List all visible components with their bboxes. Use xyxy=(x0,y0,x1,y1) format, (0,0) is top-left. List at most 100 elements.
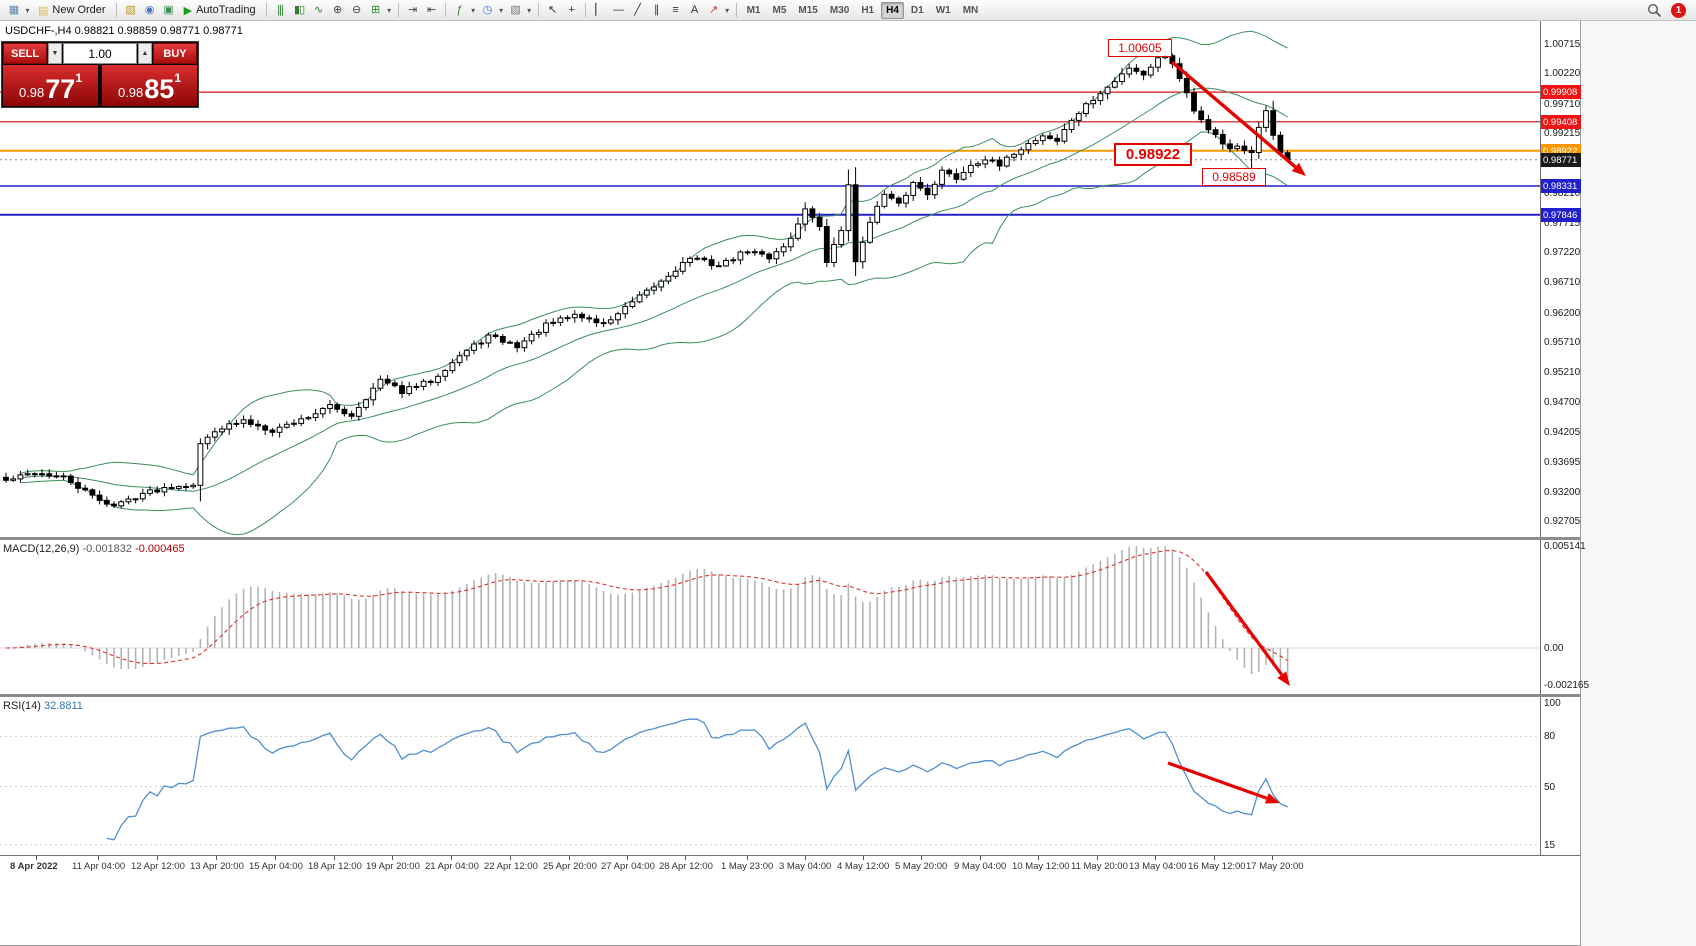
fibonacci-icon[interactable]: ≡ xyxy=(672,4,678,16)
cursor-icon[interactable]: ↖ xyxy=(547,4,557,16)
rsi-panel-canvas[interactable] xyxy=(0,697,1540,855)
chart-shift-icon[interactable]: ⇤ xyxy=(426,4,436,16)
vertical-line-icon[interactable]: ▏ xyxy=(595,4,603,16)
templates-dropdown[interactable]: ▾ xyxy=(527,5,532,15)
price-tag: 0.97846 xyxy=(1541,208,1581,222)
terminal-icon[interactable]: ▣ xyxy=(163,4,173,16)
trend-arrow[interactable] xyxy=(1167,761,1280,804)
price-axis-label: 0.98210 xyxy=(1544,188,1581,199)
timeframe-mn[interactable]: MN xyxy=(962,4,979,16)
timeframe-d1[interactable]: D1 xyxy=(910,4,924,16)
search-icon[interactable] xyxy=(1647,3,1662,18)
price-axis-label: 0.96200 xyxy=(1544,308,1581,319)
horizontal-line-icon[interactable]: ― xyxy=(613,4,624,16)
toolbar-separator xyxy=(537,3,539,17)
macd-panel-splitter[interactable] xyxy=(0,537,1580,540)
channel-icon[interactable]: ∥ xyxy=(653,4,660,16)
candlestick-chart-icon[interactable]: ▮▯ xyxy=(294,4,305,16)
sell-price-display[interactable]: 0.98 77 1 xyxy=(3,65,98,106)
rsi-axis-label: 80 xyxy=(1544,731,1556,742)
volume-increase-button[interactable]: ▲ xyxy=(138,43,152,64)
chart-window: USDCHF-,H4 0.98821 0.98859 0.98771 0.987… xyxy=(0,20,1589,946)
time-axis-label: 28 Apr 12:00 xyxy=(659,861,713,872)
time-axis-tick xyxy=(216,856,217,860)
time-axis-label: 13 May 04:00 xyxy=(1129,861,1187,872)
indicators-dropdown[interactable]: ▾ xyxy=(471,5,476,15)
time-axis-tick xyxy=(36,856,37,860)
templates-icon[interactable]: ▧ xyxy=(510,4,520,16)
auto-scroll-icon[interactable]: ⇥ xyxy=(407,4,417,16)
zoom-out-icon[interactable]: ⊖ xyxy=(351,4,361,16)
price-tag: 0.99908 xyxy=(1541,85,1581,99)
buy-price-sup: 1 xyxy=(174,71,182,85)
timeframe-w1[interactable]: W1 xyxy=(935,4,951,16)
timeframe-m1[interactable]: M1 xyxy=(746,4,761,16)
new-chart-icon[interactable]: ▦ xyxy=(8,4,19,16)
time-axis-tick xyxy=(392,856,393,860)
timeframe-h4[interactable]: H4 xyxy=(881,1,904,19)
rsi-axis-label: 50 xyxy=(1544,782,1556,793)
tile-windows-icon[interactable]: ⊞ xyxy=(370,4,380,16)
trend-arrow[interactable] xyxy=(1204,571,1290,686)
toolbar-items: ▦ ▾ ▤ New Order ▨ ◉ ▣ ▶ AutoTrading ||| ▮▯ ∿ ⊕ ⊖ ⊞ ▾ ⇥ ⇤ ƒ… xyxy=(0,0,984,20)
time-axis[interactable]: 8 Apr 2022 11 Apr 04:00 12 Apr 12:00 13 Apr… xyxy=(0,855,1580,877)
zoom-in-icon[interactable]: ⊕ xyxy=(332,4,342,16)
time-axis-tick xyxy=(863,856,864,860)
price-axis-label: 0.93200 xyxy=(1544,487,1581,498)
macd-panel-canvas[interactable] xyxy=(0,540,1540,694)
time-axis-tick xyxy=(451,856,452,860)
price-callout[interactable]: 0.98922 xyxy=(1114,143,1192,166)
order-controls-row: SELL ▼ ▲ BUY xyxy=(2,42,198,64)
sell-price-small: 0.98 xyxy=(18,85,45,100)
time-axis-label: 15 Apr 04:00 xyxy=(249,861,303,872)
line-chart-icon[interactable]: ∿ xyxy=(313,4,323,16)
crosshair-icon[interactable]: + xyxy=(568,4,574,16)
price-callout[interactable]: 0.98589 xyxy=(1202,168,1266,186)
buy-button[interactable]: BUY xyxy=(153,43,197,64)
price-axis-label: 0.92705 xyxy=(1544,516,1581,527)
chart-title: USDCHF-,H4 0.98821 0.98859 0.98771 0.987… xyxy=(5,25,243,37)
trend-arrow[interactable] xyxy=(1170,60,1306,176)
autotrading-button[interactable]: ▶ AutoTrading xyxy=(178,1,262,19)
indicators-icon[interactable]: ƒ xyxy=(456,4,463,16)
main-chart-canvas[interactable] xyxy=(0,20,1540,537)
time-axis-tick xyxy=(334,856,335,860)
text-icon[interactable]: A xyxy=(690,4,698,16)
arrows-icon[interactable]: ↗ xyxy=(708,4,718,16)
price-callout[interactable]: 1.00605 xyxy=(1108,39,1172,57)
timeframe-m30[interactable]: M30 xyxy=(829,4,850,16)
rsi-axis-label: 15 xyxy=(1544,840,1556,851)
arrows-dropdown[interactable]: ▾ xyxy=(725,5,730,15)
volume-input[interactable] xyxy=(63,43,137,64)
time-axis-tick xyxy=(275,856,276,860)
timeframe-m5[interactable]: M5 xyxy=(772,4,787,16)
price-axis[interactable]: 1.00715 1.00220 0.99908 0.99710 0.99408 0.992… xyxy=(1540,20,1589,855)
trendline-icon[interactable]: ╱ xyxy=(634,4,641,16)
macd-title: MACD(12,26,9) -0.001832 -0.000465 xyxy=(3,543,185,555)
toolbar-separator xyxy=(444,3,446,17)
time-axis-tick xyxy=(685,856,686,860)
bar-chart-icon[interactable]: ||| xyxy=(277,4,284,16)
periods-dropdown[interactable]: ▾ xyxy=(499,5,504,15)
sell-button[interactable]: SELL xyxy=(3,43,47,64)
volume-decrease-button[interactable]: ▼ xyxy=(48,43,62,64)
metaeditor-icon[interactable]: ▨ xyxy=(125,4,135,16)
time-axis-tick xyxy=(510,856,511,860)
buy-price-display[interactable]: 0.98 85 1 xyxy=(102,65,197,106)
toolbar-separator xyxy=(735,3,737,17)
tile-windows-dropdown[interactable]: ▾ xyxy=(387,5,392,15)
new-order-button-icon: ▤ xyxy=(38,4,49,17)
time-axis-tick xyxy=(627,856,628,860)
toolbar-right: 1 xyxy=(1647,2,1696,18)
price-tag: 0.98331 xyxy=(1541,179,1581,193)
periods-icon[interactable]: ◷ xyxy=(482,4,493,16)
new-chart-dropdown[interactable]: ▾ xyxy=(25,5,30,15)
price-axis-label: 0.94700 xyxy=(1544,397,1581,408)
time-axis-label: 27 Apr 04:00 xyxy=(601,861,655,872)
timeframe-h1[interactable]: H1 xyxy=(861,4,875,16)
notification-badge[interactable]: 1 xyxy=(1671,2,1686,18)
mql5-community-icon[interactable]: ◉ xyxy=(144,4,155,16)
rsi-panel-splitter[interactable] xyxy=(0,694,1580,697)
new-order-button[interactable]: ▤ New Order xyxy=(32,1,112,19)
timeframe-m15[interactable]: M15 xyxy=(798,4,818,16)
